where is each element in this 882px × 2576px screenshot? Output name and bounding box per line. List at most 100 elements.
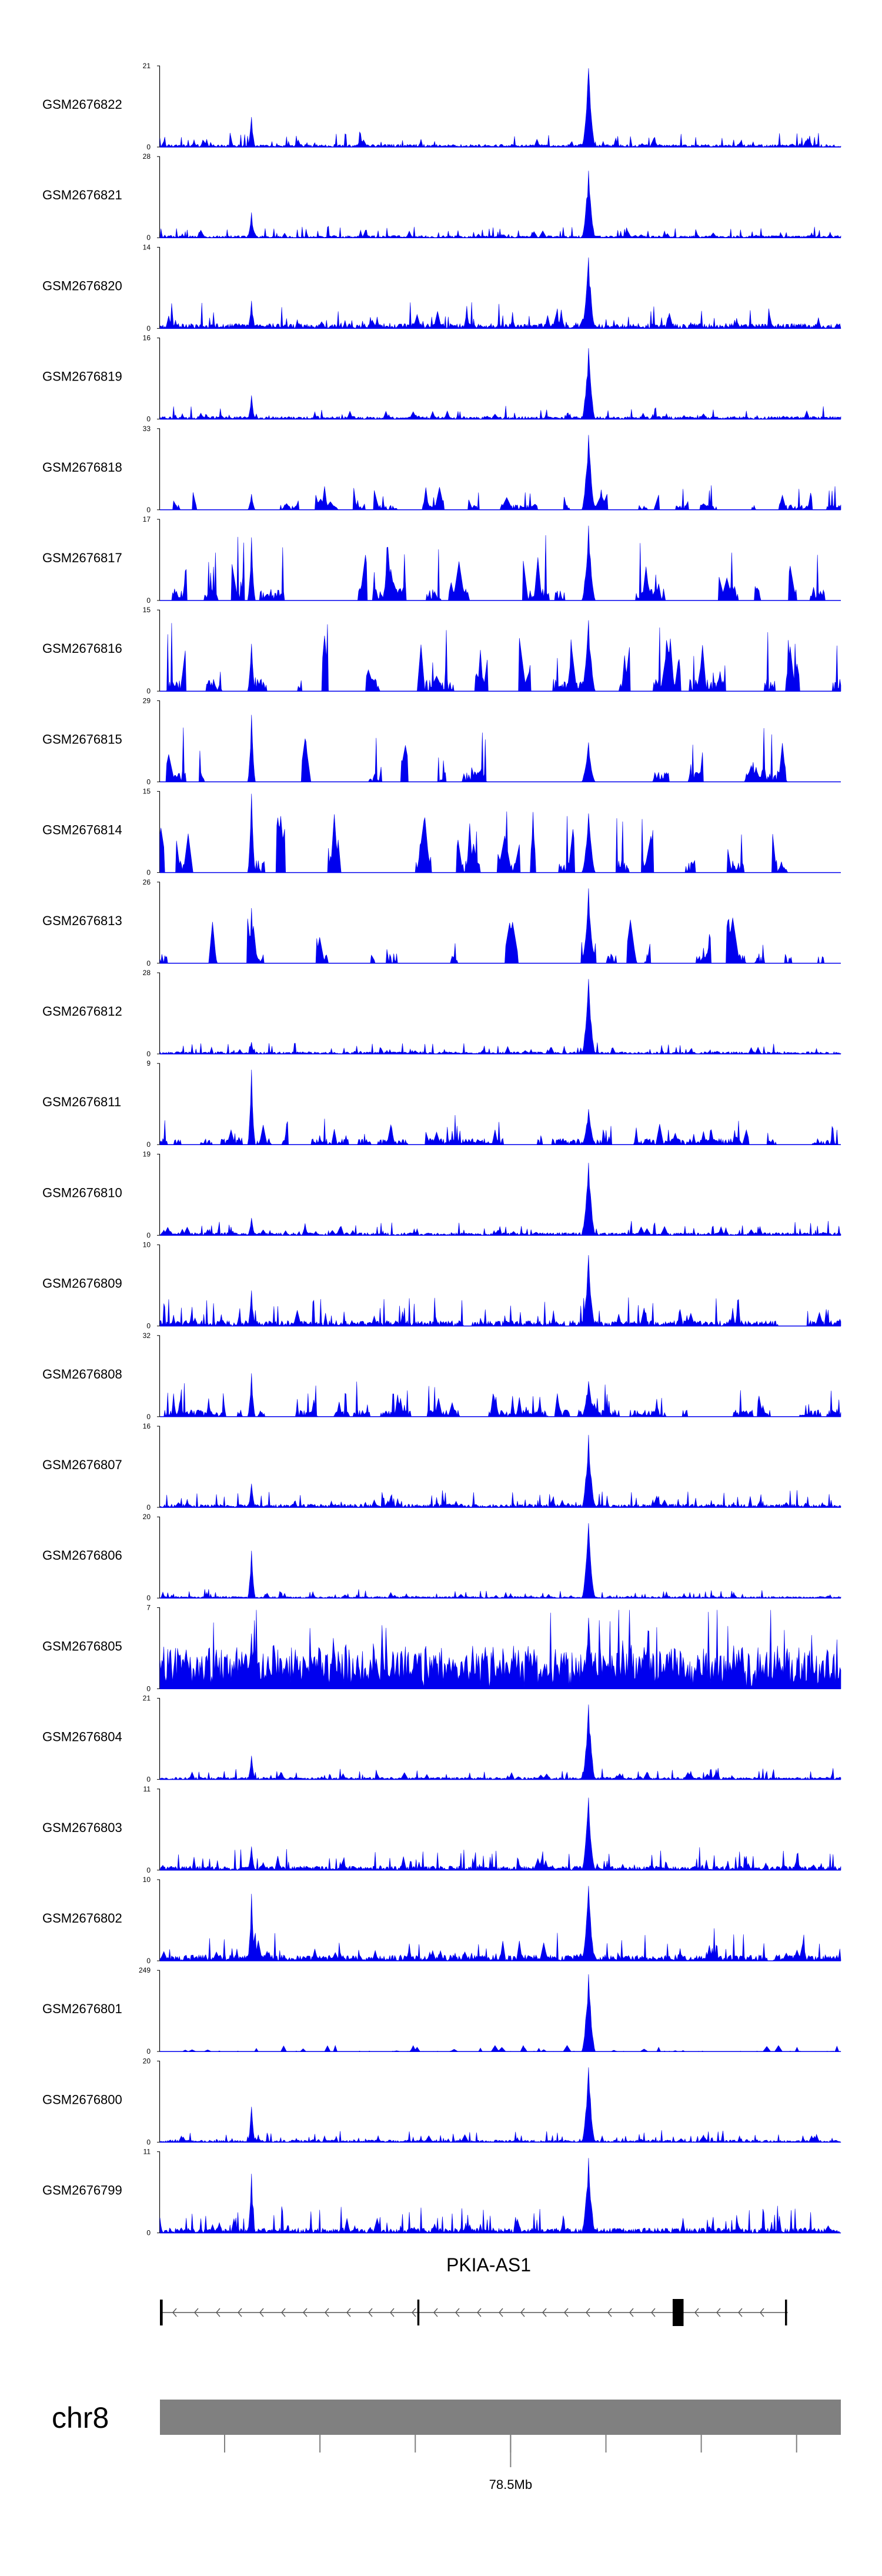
strand-arrow-icon xyxy=(433,2308,438,2317)
coverage-area xyxy=(159,348,841,420)
y-min-label: 0 xyxy=(146,2138,151,2146)
coverage-area xyxy=(160,715,841,783)
chromosome-ideogram xyxy=(160,2400,841,2435)
y-max-label: 21 xyxy=(143,1694,151,1703)
y-min-label: 0 xyxy=(146,778,151,786)
strand-arrow-icon xyxy=(607,2308,612,2317)
strand-arrow-icon xyxy=(216,2308,220,2317)
y-max-label: 17 xyxy=(143,515,151,523)
y-min-label: 0 xyxy=(146,2229,151,2237)
signal-track: GSM2676811 9 0 xyxy=(42,1059,841,1149)
y-min-label: 0 xyxy=(146,2047,151,2056)
y-max-label: 11 xyxy=(143,2148,151,2156)
track-label: GSM2676803 xyxy=(42,1820,122,1835)
y-max-label: 9 xyxy=(146,1059,151,1067)
signal-track: GSM2676805 7 0 xyxy=(42,1603,841,1693)
coverage-area xyxy=(159,1069,841,1146)
signal-track: GSM2676802 10 0 xyxy=(42,1876,841,1965)
strand-arrow-icon xyxy=(172,2308,177,2317)
coverage-area xyxy=(159,1886,841,1962)
signal-track: GSM2676821 28 0 xyxy=(42,152,841,242)
coverage-area xyxy=(159,793,841,873)
track-label: GSM2676802 xyxy=(42,1911,122,1926)
signal-track: GSM2676799 11 0 xyxy=(42,2148,841,2237)
coverage-area xyxy=(159,1974,841,2052)
signal-track: GSM2676822 21 0 xyxy=(42,62,841,151)
track-label: GSM2676816 xyxy=(42,641,122,656)
y-max-label: 15 xyxy=(143,788,151,796)
track-label: GSM2676811 xyxy=(42,1095,121,1109)
y-max-label: 16 xyxy=(143,1422,151,1430)
gene-name: PKIA-AS1 xyxy=(446,2254,531,2275)
track-label: GSM2676801 xyxy=(42,2001,122,2016)
y-min-label: 0 xyxy=(146,1594,151,1602)
gene-exon xyxy=(785,2300,787,2325)
track-label: GSM2676813 xyxy=(42,913,122,928)
coverage-area xyxy=(159,979,841,1055)
strand-arrow-icon xyxy=(760,2308,764,2317)
strand-arrow-icon xyxy=(477,2308,482,2317)
y-max-label: 15 xyxy=(143,606,151,614)
coverage-area xyxy=(159,68,841,148)
gene-track: PKIA-AS1 xyxy=(160,2254,788,2326)
y-max-label: 14 xyxy=(143,243,151,251)
signal-track: GSM2676808 32 0 xyxy=(42,1332,841,1421)
y-min-label: 0 xyxy=(146,687,151,695)
strand-arrow-icon xyxy=(694,2308,699,2317)
track-label: GSM2676819 xyxy=(42,369,122,384)
y-min-label: 0 xyxy=(146,1503,151,1511)
y-max-label: 10 xyxy=(143,1876,151,1884)
track-label: GSM2676814 xyxy=(42,823,122,837)
signal-track: GSM2676803 11 0 xyxy=(42,1785,841,1874)
y-min-label: 0 xyxy=(146,1684,151,1693)
y-min-label: 0 xyxy=(146,1413,151,1421)
signal-track: GSM2676819 16 0 xyxy=(42,334,841,423)
y-min-label: 0 xyxy=(146,324,151,332)
y-max-label: 249 xyxy=(139,1966,151,1974)
coverage-area xyxy=(159,257,841,329)
signal-track: GSM2676809 10 0 xyxy=(42,1241,841,1330)
strand-arrow-icon xyxy=(259,2308,264,2317)
track-label: GSM2676799 xyxy=(42,2183,122,2198)
y-max-label: 29 xyxy=(143,696,151,705)
y-min-label: 0 xyxy=(146,1776,151,1784)
gene-exon xyxy=(672,2299,684,2326)
chromosome-name: chr8 xyxy=(52,2401,109,2434)
coverage-area xyxy=(159,1704,841,1780)
strand-arrow-icon xyxy=(520,2308,525,2317)
y-min-label: 0 xyxy=(146,1050,151,1058)
signal-track: GSM2676820 14 0 xyxy=(42,243,841,332)
y-max-label: 28 xyxy=(143,152,151,161)
coverage-area xyxy=(159,171,841,239)
y-min-label: 0 xyxy=(146,959,151,967)
strand-arrow-icon xyxy=(346,2308,351,2317)
strand-arrow-icon xyxy=(629,2308,634,2317)
y-max-label: 16 xyxy=(143,334,151,342)
track-label: GSM2676800 xyxy=(42,2092,122,2107)
signal-track: GSM2676812 28 0 xyxy=(42,969,841,1058)
y-min-label: 0 xyxy=(146,233,151,242)
signal-track: GSM2676810 19 0 xyxy=(42,1150,841,1239)
signal-track: GSM2676804 21 0 xyxy=(42,1694,841,1784)
gene-exon xyxy=(160,2300,163,2325)
y-max-label: 19 xyxy=(143,1150,151,1158)
y-max-label: 20 xyxy=(143,2057,151,2065)
strand-arrow-icon xyxy=(325,2308,329,2317)
coverage-area xyxy=(159,1434,841,1509)
y-max-label: 20 xyxy=(143,1513,151,1521)
y-min-label: 0 xyxy=(146,415,151,423)
strand-arrow-icon xyxy=(564,2308,569,2317)
signal-track: GSM2676800 20 0 xyxy=(42,2057,841,2146)
coverage-area xyxy=(159,1254,841,1327)
y-min-label: 0 xyxy=(146,143,151,151)
coverage-area xyxy=(159,1523,841,1599)
y-min-label: 0 xyxy=(146,1322,151,1330)
coverage-area xyxy=(159,1797,841,1871)
y-max-label: 10 xyxy=(143,1241,151,1249)
strand-arrow-icon xyxy=(390,2308,395,2317)
chromosome-axis: chr8 78.5Mb xyxy=(52,2400,841,2492)
track-label: GSM2676821 xyxy=(42,188,122,202)
coverage-area xyxy=(159,2067,841,2143)
track-label: GSM2676810 xyxy=(42,1185,122,1200)
